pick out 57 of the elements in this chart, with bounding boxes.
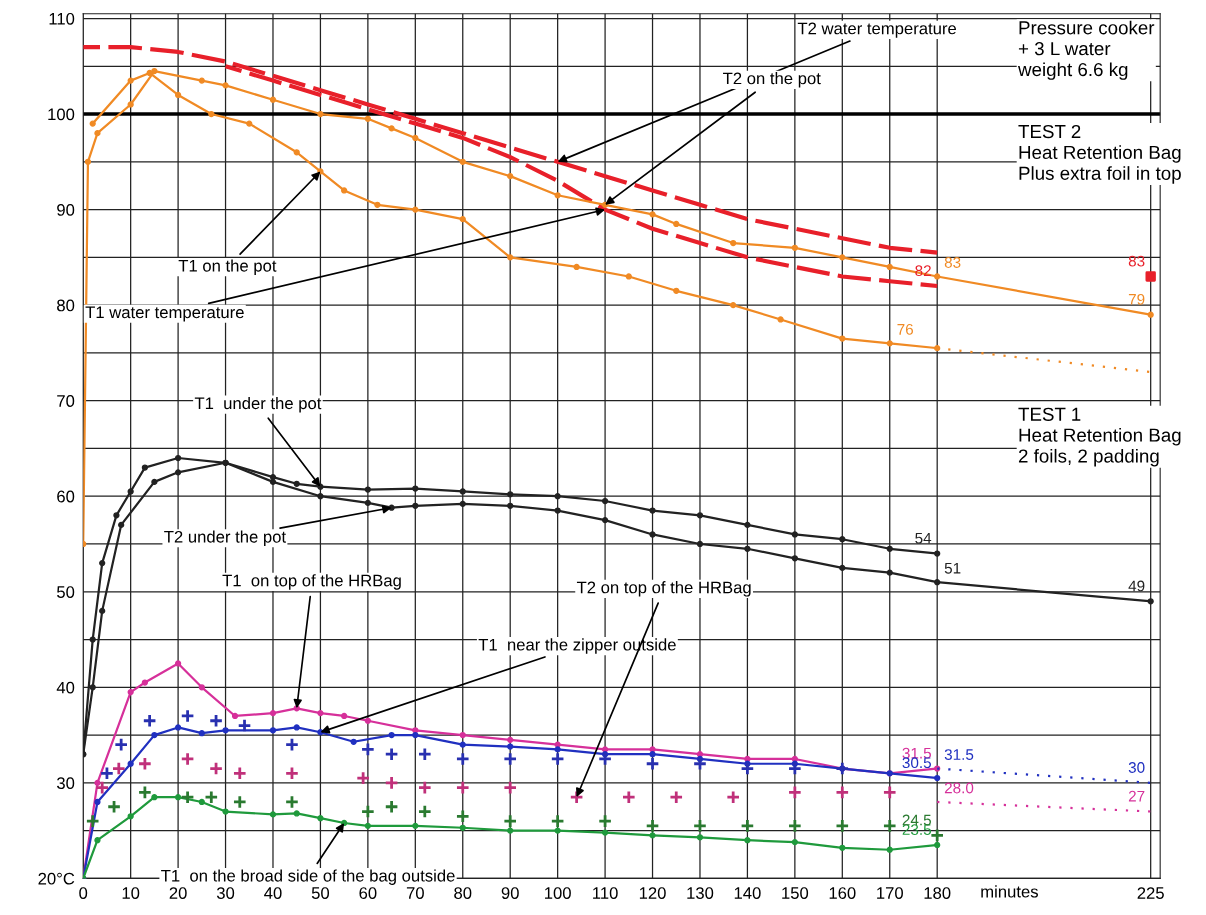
data-label: 31.5 bbox=[944, 749, 974, 760]
x-tick-label: 0 bbox=[79, 887, 88, 899]
x-tick-label: 70 bbox=[406, 887, 424, 899]
annotation: T2 water temperature bbox=[797, 22, 957, 38]
x-tick-label: 80 bbox=[454, 887, 472, 899]
y-tick-label: 70 bbox=[57, 395, 75, 407]
data-label: 54 bbox=[915, 532, 932, 544]
x-tick-label: 100 bbox=[545, 887, 571, 899]
annotation: TEST 1 Heat Retention Bag 2 foils, 2 padding bbox=[1018, 407, 1181, 467]
annotation: T2 under the pot bbox=[164, 530, 286, 547]
data-label: 83 bbox=[944, 257, 961, 268]
data-label: 51 bbox=[944, 562, 961, 574]
y-tick-label: 30 bbox=[56, 777, 75, 790]
y-tick-label: 110 bbox=[49, 12, 75, 25]
data-label: 28.0 bbox=[944, 782, 974, 794]
annotation: T1 on top of the HRBag bbox=[222, 574, 401, 590]
annotation: T1 water temperature bbox=[85, 306, 244, 322]
y-tick-label: 100 bbox=[48, 108, 75, 121]
annotation: T1 on the pot bbox=[178, 259, 277, 275]
y-tick-label: 40 bbox=[56, 681, 75, 694]
x-tick-label: 170 bbox=[877, 887, 903, 899]
annotation: TEST 2 Heat Retention Bag Plus extra foil in top bbox=[1018, 124, 1181, 184]
data-label: 30.5 bbox=[902, 757, 931, 769]
annotation: T1 under the pot bbox=[194, 396, 322, 413]
y-tick-label: 50 bbox=[57, 586, 75, 598]
x-tick-label: 130 bbox=[687, 887, 714, 899]
y-tick-label: 60 bbox=[57, 490, 75, 503]
x-tick-label: 90 bbox=[501, 887, 519, 899]
y-tick-label: 20°C bbox=[38, 872, 75, 885]
data-label: 27 bbox=[1128, 790, 1145, 802]
x-tick-label: 180 bbox=[924, 887, 951, 899]
x-tick-label: 10 bbox=[122, 887, 140, 899]
x-tick-label: 20 bbox=[169, 887, 187, 899]
x-tick-label: 160 bbox=[829, 887, 856, 899]
x-axis-title: minutes bbox=[981, 885, 1038, 898]
x-tick-label: 60 bbox=[359, 887, 377, 899]
data-label: 79 bbox=[1128, 293, 1145, 305]
data-label: 30 bbox=[1128, 762, 1145, 773]
y-tick-label: 90 bbox=[57, 203, 75, 216]
annotation: T1 on the broad side of the bag outside bbox=[161, 869, 455, 885]
x-tick-label: 225 bbox=[1137, 887, 1164, 899]
x-tick-label: 140 bbox=[734, 887, 761, 899]
y-tick-label: 80 bbox=[57, 299, 75, 312]
data-label: 49 bbox=[1128, 580, 1145, 592]
annotation: Pressure cooker + 3 L water weight 6.6 kg bbox=[1017, 20, 1155, 80]
x-tick-label: 120 bbox=[639, 887, 666, 899]
annotation: T2 on the pot bbox=[723, 72, 821, 88]
annotation: T2 on top of the HRBag bbox=[576, 581, 751, 597]
data-label: 76 bbox=[897, 323, 914, 335]
x-tick-label: 50 bbox=[311, 887, 330, 899]
x-tick-label: 40 bbox=[264, 887, 282, 899]
x-tick-label: 110 bbox=[593, 887, 618, 899]
data-label: 31.5 bbox=[902, 747, 931, 759]
data-label: 83 bbox=[1128, 255, 1145, 267]
x-tick-label: 30 bbox=[216, 887, 235, 899]
x-tick-label: 150 bbox=[782, 887, 809, 899]
data-label: 24.5 bbox=[902, 814, 931, 826]
